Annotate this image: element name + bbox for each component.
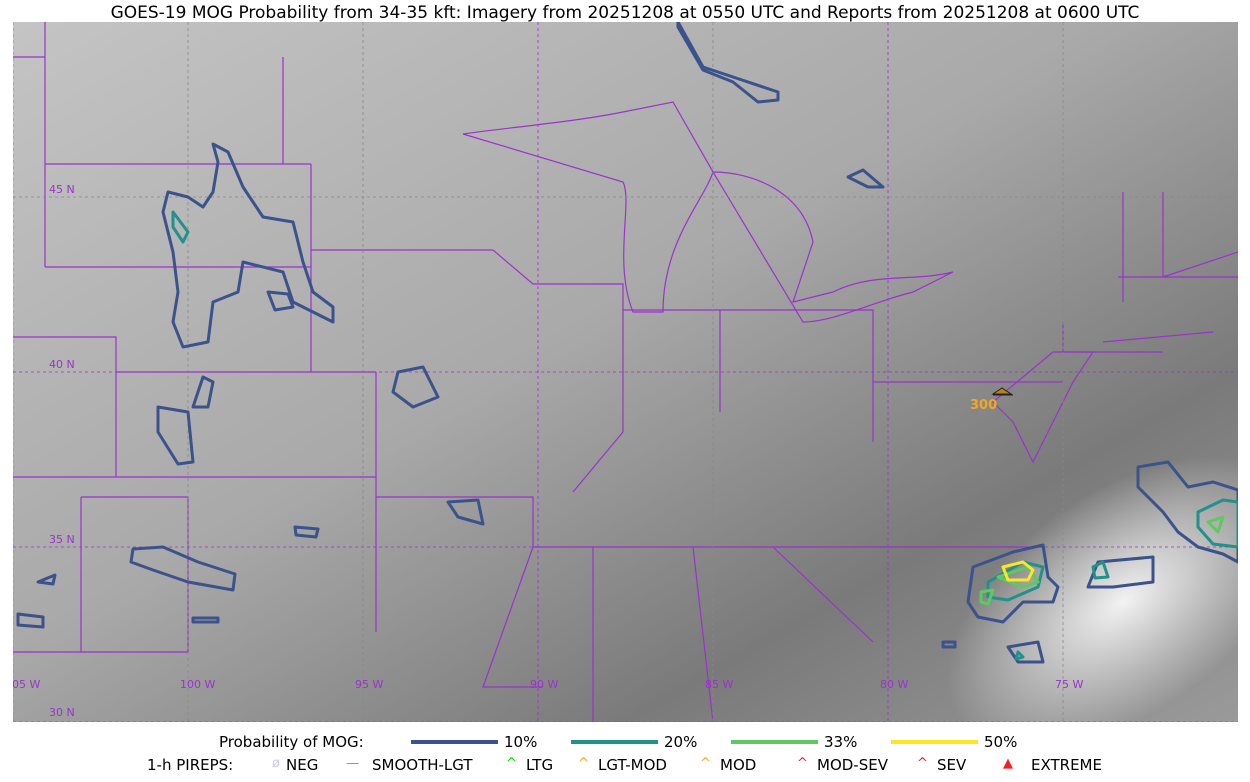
prob-swatch-3: [891, 740, 978, 744]
prob-swatch-0: [411, 740, 498, 744]
caret-icon: ^: [700, 756, 711, 771]
contour-10pct: [161, 142, 335, 349]
caret-bar-icon: ^: [578, 756, 589, 771]
lat-label: 40 N: [49, 358, 75, 371]
prob-swatch-1: [571, 740, 658, 744]
pirep-legend-label: EXTREME: [1031, 756, 1102, 774]
lat-label: 30 N: [49, 706, 75, 719]
lgt-mod-turbulence-icon: [991, 387, 1013, 396]
contour-50pct: [1001, 560, 1035, 582]
pirep-legend-label: LTG: [526, 756, 554, 774]
lon-label: 100 W: [180, 678, 215, 691]
lon-label: 105 W: [13, 678, 40, 691]
map-title: GOES-19 MOG Probability from 34-35 kft: …: [110, 3, 1140, 23]
lon-label: 80 W: [880, 678, 908, 691]
lat-label: 45 N: [49, 183, 75, 196]
prob-swatch-2: [731, 740, 818, 744]
contour-33pct: [979, 515, 1225, 606]
lon-label: 90 W: [530, 678, 558, 691]
lon-label: 75 W: [1055, 678, 1083, 691]
prob-level-label: 50%: [984, 733, 1018, 751]
prob-legend-title: Probability of MOG:: [219, 733, 364, 751]
lon-label: 85 W: [705, 678, 733, 691]
pirep-altitude-label: 300: [970, 398, 997, 413]
pirep-legend-label: LGT-MOD: [598, 756, 667, 774]
pirep-legend-label: MOD: [720, 756, 757, 774]
filled-triangle-icon: ▲: [1003, 756, 1013, 771]
prob-level-label: 10%: [504, 733, 538, 751]
mog-contours: [16, 22, 1238, 664]
pirep-lgt-mod-marker[interactable]: 300: [970, 387, 1013, 413]
satellite-map: 105 W 100 W 95 W 90 W 85 W 80 W 75 W 45 N 40 N 35…: [13, 22, 1238, 722]
pirep-legend-title: 1-h PIREPS:: [147, 756, 234, 774]
pirep-legend-label: SEV: [937, 756, 967, 774]
prob-level-label: 20%: [664, 733, 698, 751]
pirep-legend-label: NEG: [286, 756, 319, 774]
cloud-band: [947, 456, 1238, 722]
prob-level-label: 33%: [824, 733, 858, 751]
state-borders: [13, 22, 1238, 722]
pirep-legend-label: MOD-SEV: [817, 756, 888, 774]
line-icon: —: [346, 756, 359, 771]
pirep-legend-label: SMOOTH-LGT: [372, 756, 473, 774]
double-caret-bar-icon: ^: [797, 756, 808, 771]
lat-label: 35 N: [49, 533, 75, 546]
contour-20pct: [171, 210, 1238, 661]
caret-icon: ^: [506, 756, 517, 771]
lon-label: 95 W: [355, 678, 383, 691]
double-caret-icon: ^: [917, 756, 928, 771]
neg-circle-icon: ø: [272, 756, 280, 771]
